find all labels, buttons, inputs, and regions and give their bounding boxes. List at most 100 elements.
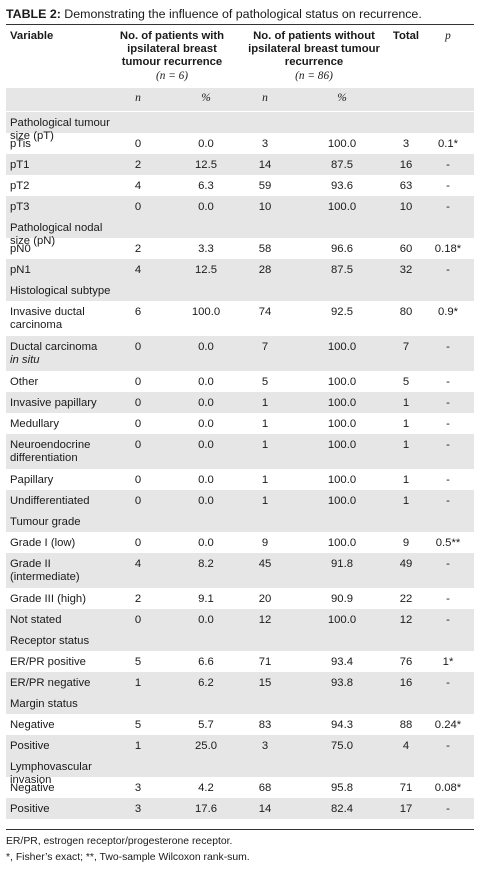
cell-pct-with: 8.2 — [198, 558, 214, 570]
cell-pct-without: 75.0 — [331, 740, 353, 752]
cell-pct-with: 6.2 — [198, 677, 214, 689]
cell-pct-without: 100.0 — [327, 376, 357, 388]
cell-p: 0.08* — [434, 782, 462, 794]
row-label: Other — [10, 376, 125, 389]
row-label: Invasive ductal carcinoma — [10, 306, 125, 332]
section-header-row: Pathological tumour size (pT) — [6, 112, 474, 142]
cell-p: 0.5** — [435, 537, 461, 549]
row-label-line: Grade II — [10, 558, 51, 570]
row-label-line: Receptor status — [10, 635, 90, 647]
cell-p: - — [446, 264, 450, 276]
cell-total: 17 — [399, 803, 413, 815]
cell-n-with: 0 — [134, 614, 142, 626]
table-row: Negative 5 5.7 83 94.3 88 0.24* — [6, 714, 474, 735]
cell-n-without: 10 — [258, 201, 272, 213]
cell-n-without: 3 — [261, 138, 269, 150]
cell-total: 60 — [399, 243, 413, 255]
cell-pct-without: 93.4 — [331, 656, 353, 668]
row-label-line: Other — [10, 376, 39, 388]
table-row: Grade III (high) 2 9.1 20 90.9 22 - — [6, 588, 474, 609]
cell-n-without: 1 — [261, 418, 269, 430]
cell-n-without: 59 — [258, 180, 272, 192]
cell-n-with: 2 — [134, 159, 142, 171]
header-without-recurrence: No. of patients without ipsilateral brea… — [240, 30, 388, 83]
cell-n-with: 1 — [134, 740, 142, 752]
cell-n-with: 4 — [134, 558, 142, 570]
cell-n-with: 0 — [134, 495, 142, 507]
cell-total: 10 — [399, 201, 413, 213]
row-label-line: ER/PR negative — [10, 677, 91, 689]
cell-p: - — [446, 341, 450, 353]
cell-n-without: 28 — [258, 264, 272, 276]
cell-n-with: 1 — [134, 677, 142, 689]
table-row: pTis 0 0.0 3 100.0 3 0.1* — [6, 133, 474, 154]
cell-n-with: 4 — [134, 264, 142, 276]
cell-p: - — [446, 740, 450, 752]
table-row: Papillary 0 0.0 1 100.0 1 - — [6, 469, 474, 490]
row-label-line: Pathological nodal size (pN) — [10, 222, 103, 247]
cell-total: 1 — [402, 474, 410, 486]
cell-total: 5 — [402, 376, 410, 388]
cell-p: - — [446, 677, 450, 689]
row-label: Grade II (intermediate) — [10, 558, 125, 584]
cell-n-with: 0 — [134, 376, 142, 388]
section-title: Pathological nodal size (pN) — [10, 222, 125, 248]
cell-pct-without: 95.8 — [331, 782, 353, 794]
header-variable: Variable — [10, 30, 54, 42]
cell-n-with: 6 — [134, 306, 142, 318]
table-row: Positive 3 17.6 14 82.4 17 - — [6, 798, 474, 819]
section-title: Tumour grade — [10, 516, 125, 529]
cell-total: 22 — [399, 593, 413, 605]
section-header-row: Margin status — [6, 693, 474, 714]
cell-p: - — [446, 418, 450, 430]
cell-pct-without: 92.5 — [331, 306, 353, 318]
cell-pct-with: 0.0 — [198, 138, 214, 150]
cell-n-without: 9 — [261, 537, 269, 549]
cell-pct-without: 93.6 — [331, 180, 353, 192]
header-p: p — [430, 30, 466, 43]
row-label-line: (intermediate) — [10, 571, 80, 583]
cell-total: 4 — [402, 740, 410, 752]
row-label: Grade I (low) — [10, 537, 125, 550]
cell-pct-without: 100.0 — [327, 201, 357, 213]
table-row: Ductal carcinoma in situ 0 0.0 7 100.0 7 - — [6, 336, 474, 371]
cell-p: - — [446, 159, 450, 171]
cell-n-with: 2 — [134, 243, 142, 255]
cell-n-with: 4 — [134, 180, 142, 192]
cell-n-without: 1 — [261, 495, 269, 507]
cell-pct-with: 0.0 — [198, 418, 214, 430]
subheader-n-with: n — [135, 92, 141, 104]
row-label: Negative — [10, 719, 125, 732]
table-row: Neuroendocrine differentiation 0 0.0 1 100.0 1… — [6, 434, 474, 469]
cell-total: 12 — [399, 614, 413, 626]
cell-p: - — [446, 558, 450, 570]
cell-pct-with: 0.0 — [198, 614, 214, 626]
header-without-n: (n = 86) — [295, 69, 333, 82]
top-rule — [6, 24, 474, 25]
row-label-line: Positive — [10, 740, 50, 752]
cell-n-without: 15 — [258, 677, 272, 689]
header-with-line1: No. of patients with — [119, 30, 225, 42]
section-title: Receptor status — [10, 635, 125, 648]
row-label-line: differentiation — [10, 452, 78, 464]
row-label-line: pT2 — [10, 180, 30, 192]
row-label: pT3 — [10, 201, 125, 214]
cell-p: - — [446, 397, 450, 409]
cell-pct-without: 90.9 — [331, 593, 353, 605]
cell-pct-without: 82.4 — [331, 803, 353, 815]
header-p-text: p — [445, 30, 451, 42]
cell-n-without: 1 — [261, 474, 269, 486]
cell-n-with: 0 — [134, 397, 142, 409]
table-row: Other 0 0.0 5 100.0 5 - — [6, 371, 474, 392]
cell-pct-without: 100.0 — [327, 418, 357, 430]
footnote-abbreviation: ER/PR, estrogen receptor/progesterone re… — [6, 836, 233, 847]
cell-pct-with: 9.1 — [198, 593, 214, 605]
cell-n-with: 3 — [134, 782, 142, 794]
table-row: pT3 0 0.0 10 100.0 10 - — [6, 196, 474, 217]
cell-n-without: 14 — [258, 159, 272, 171]
cell-p: 0.24* — [434, 719, 462, 731]
cell-pct-with: 25.0 — [195, 740, 217, 752]
row-label-line: Tumour grade — [10, 516, 81, 528]
row-label: Positive — [10, 740, 125, 753]
cell-pct-with: 0.0 — [198, 341, 214, 353]
